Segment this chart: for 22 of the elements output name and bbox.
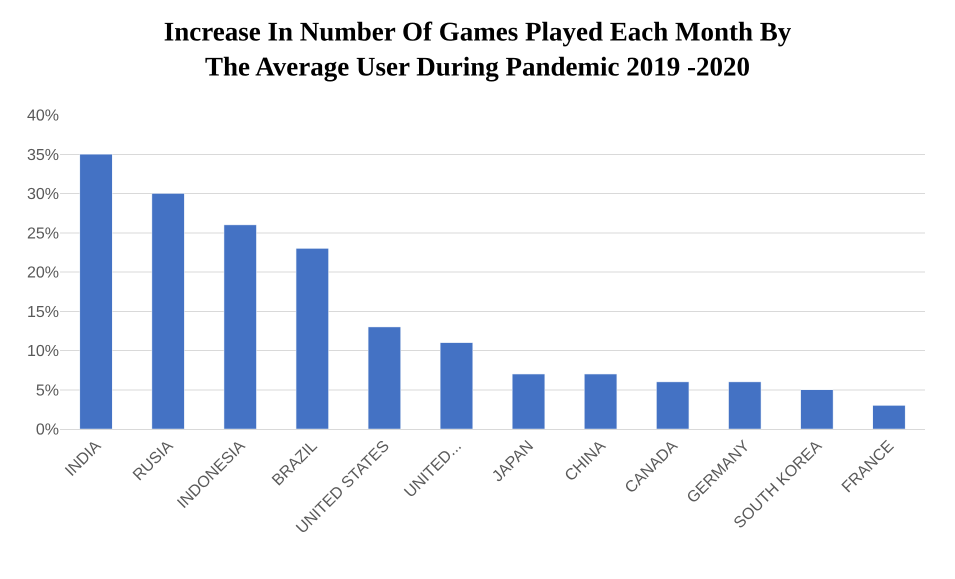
bar bbox=[728, 382, 762, 429]
bar bbox=[152, 193, 185, 429]
bar bbox=[800, 390, 834, 429]
bar bbox=[296, 248, 329, 429]
y-tick-label: 35% bbox=[26, 146, 59, 164]
bar bbox=[656, 382, 690, 429]
y-tick-label: 0% bbox=[36, 422, 59, 439]
bar bbox=[368, 326, 401, 429]
y-tick-label: 30% bbox=[26, 186, 59, 204]
bar bbox=[440, 342, 473, 429]
bar bbox=[584, 374, 618, 429]
bar bbox=[512, 374, 546, 429]
chart-title: Increase In Number Of Games Played Each Month By The Average User During Pandemic 2019 -2020 bbox=[164, 16, 792, 82]
y-tick-label: 15% bbox=[26, 304, 59, 321]
y-tick-label: 25% bbox=[26, 225, 59, 242]
y-tick-label: 20% bbox=[26, 264, 59, 282]
bar bbox=[872, 405, 906, 429]
bar bbox=[224, 224, 257, 429]
bar bbox=[80, 154, 113, 429]
y-tick-label: 10% bbox=[26, 343, 59, 360]
y-tick-label: 5% bbox=[36, 382, 59, 400]
y-tick-label: 40% bbox=[26, 108, 59, 125]
